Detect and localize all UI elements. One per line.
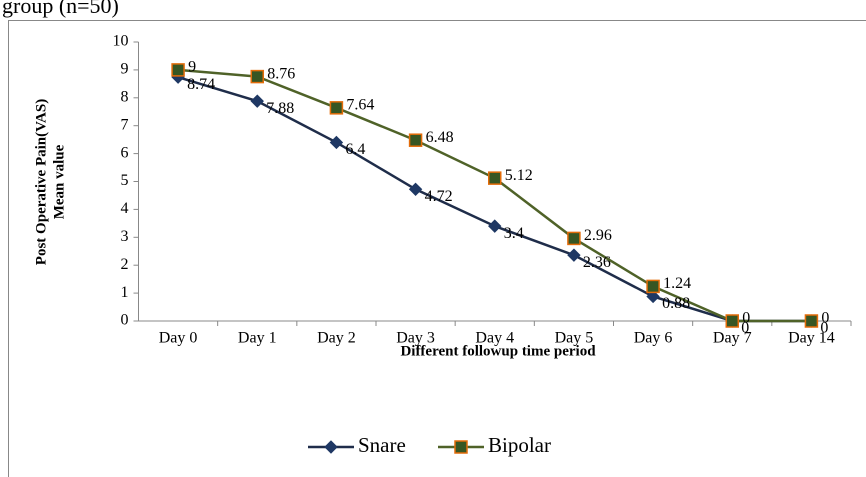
data-label: 6.48 — [426, 129, 454, 146]
data-label: 0 — [820, 320, 828, 337]
point — [329, 135, 344, 150]
x-tick-label: Day 5 — [555, 330, 594, 347]
data-label: 0 — [821, 310, 829, 327]
data-label: 9 — [188, 59, 196, 76]
x-tick-label: Day 14 — [788, 330, 835, 347]
point — [488, 171, 502, 185]
data-label: 0 — [741, 320, 749, 337]
x-axis-title: Different followup time period — [400, 343, 596, 359]
data-label: 0 — [742, 310, 750, 327]
y-tick-label: 4 — [121, 200, 129, 217]
point — [329, 101, 344, 115]
x-tick-label: Day 1 — [238, 330, 277, 347]
x-tick-label: Day 0 — [159, 330, 198, 347]
point — [646, 289, 660, 304]
y-tick-label: 2 — [121, 256, 129, 273]
point — [324, 440, 338, 454]
x-tick-label: Day 6 — [634, 330, 673, 347]
y-tick-label: 8 — [121, 88, 129, 105]
data-label: 7.88 — [266, 100, 294, 117]
y-tick-label: 9 — [121, 61, 129, 78]
y-axis-title: Mean value — [51, 144, 67, 219]
data-label: 3.4 — [504, 225, 524, 242]
point — [408, 133, 423, 147]
y-tick-label: 6 — [121, 144, 129, 161]
data-label: 6.4 — [345, 141, 365, 158]
x-tick-label: Day 4 — [475, 330, 514, 347]
data-label: 8.76 — [267, 65, 295, 82]
point — [454, 440, 468, 454]
data-label: 7.64 — [346, 97, 374, 114]
point — [567, 231, 581, 246]
data-label: 8.74 — [187, 76, 215, 93]
point — [408, 182, 423, 197]
x-tick-label: Day 7 — [713, 330, 752, 347]
y-tick-label: 0 — [121, 312, 129, 329]
legend-label: Snare — [358, 433, 406, 457]
data-label: 2.36 — [583, 254, 611, 271]
x-tick-label: Day 3 — [396, 330, 435, 347]
x-tick-label: Day 2 — [317, 330, 356, 347]
y-tick-label: 1 — [121, 284, 129, 301]
point — [725, 314, 739, 328]
y-tick-label: 3 — [121, 228, 129, 245]
y-tick-label: 7 — [121, 116, 129, 133]
caption: group (n=50) — [2, 0, 119, 18]
data-label: 2.96 — [584, 227, 612, 244]
point — [171, 63, 185, 77]
y-tick-label: 10 — [113, 33, 129, 50]
point — [804, 314, 819, 328]
point — [488, 219, 502, 233]
point — [646, 279, 660, 294]
point — [250, 94, 264, 108]
data-label: 4.72 — [425, 188, 453, 205]
data-label: 0.88 — [662, 295, 690, 312]
y-tick-label: 5 — [121, 172, 129, 189]
data-label: 1.24 — [663, 275, 691, 292]
y-axis-title: Post Operative Pain(VAS) — [33, 99, 49, 265]
chart-frame — [8, 20, 866, 477]
point — [567, 248, 581, 262]
data-label: 5.12 — [505, 167, 533, 184]
legend-label: Bipolar — [488, 433, 551, 457]
point — [250, 69, 264, 84]
